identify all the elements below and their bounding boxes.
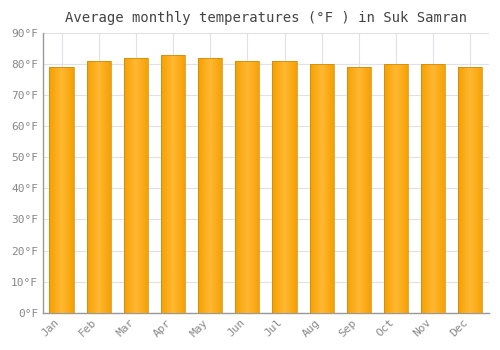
Bar bbox=[272, 61, 296, 313]
Bar bbox=[50, 67, 74, 313]
Bar bbox=[198, 58, 222, 313]
Bar bbox=[384, 64, 408, 313]
Title: Average monthly temperatures (°F ) in Suk Samran: Average monthly temperatures (°F ) in Su… bbox=[65, 11, 467, 25]
Bar bbox=[86, 61, 111, 313]
Bar bbox=[458, 67, 482, 313]
Bar bbox=[161, 55, 185, 313]
Bar bbox=[236, 61, 260, 313]
Bar bbox=[124, 58, 148, 313]
Bar bbox=[310, 64, 334, 313]
Bar bbox=[347, 67, 371, 313]
Bar bbox=[421, 64, 445, 313]
